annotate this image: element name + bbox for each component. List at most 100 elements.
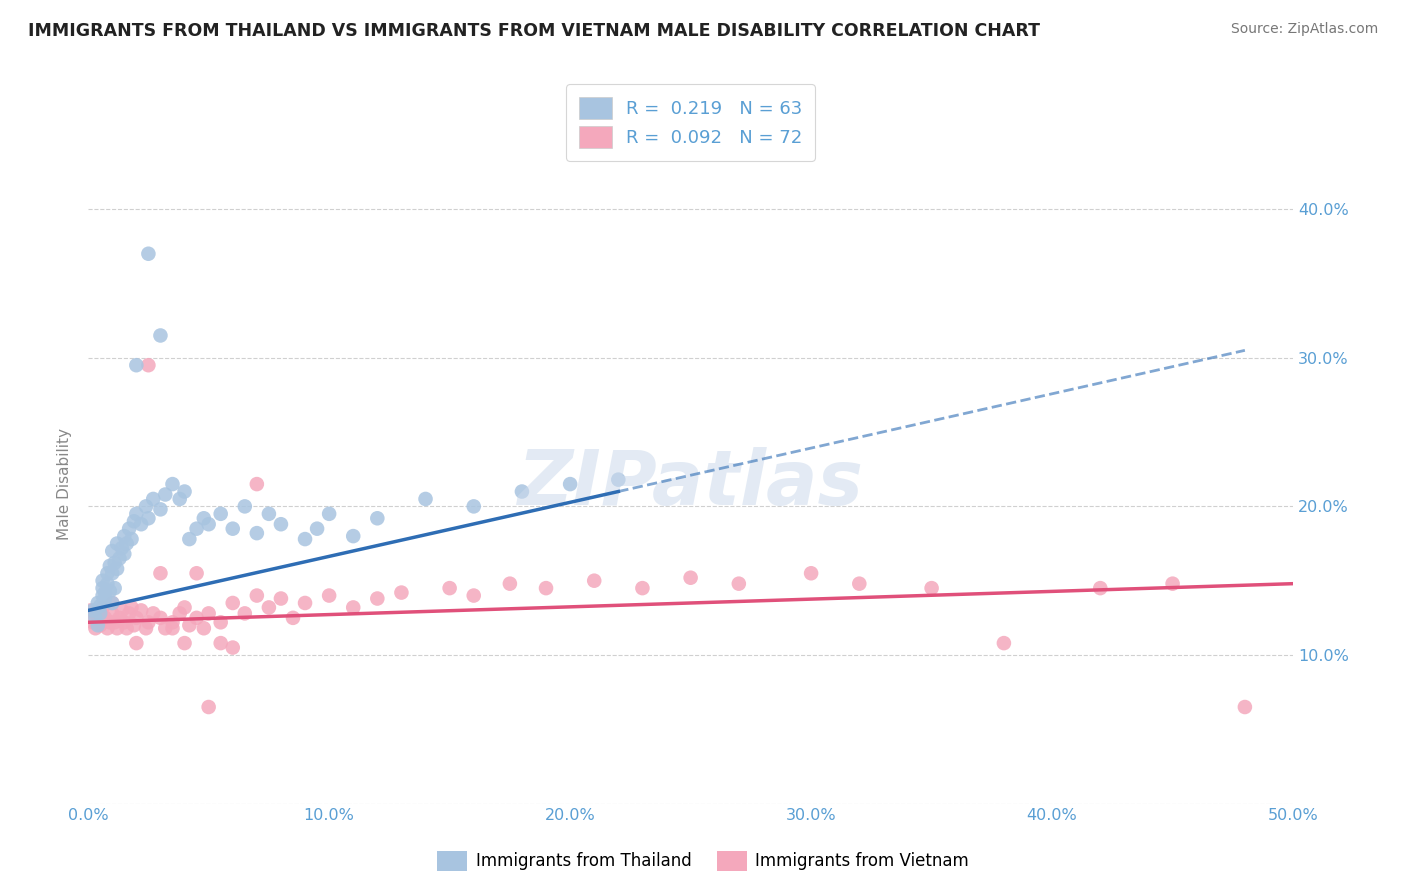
Point: [112, 615, 135, 630]
Point: [98, 584, 121, 599]
Point: [607, 473, 630, 487]
Point: [138, 511, 160, 525]
Point: [96, 621, 118, 635]
Point: [179, 532, 201, 546]
Point: [155, 621, 177, 635]
Point: [98, 615, 121, 630]
Point: [111, 603, 134, 617]
Point: [162, 615, 184, 630]
Point: [89, 607, 111, 621]
Point: [104, 556, 127, 570]
Point: [104, 615, 127, 630]
Point: [179, 618, 201, 632]
Point: [155, 487, 177, 501]
Point: [270, 591, 292, 606]
Point: [138, 615, 160, 630]
Point: [91, 574, 114, 588]
Point: [186, 566, 208, 581]
Point: [101, 544, 124, 558]
Point: [463, 500, 485, 514]
Point: [89, 599, 111, 613]
Point: [246, 526, 269, 541]
Point: [87, 596, 110, 610]
Point: [87, 611, 110, 625]
Point: [104, 581, 127, 595]
Point: [135, 621, 157, 635]
Point: [115, 536, 138, 550]
Point: [631, 581, 654, 595]
Point: [96, 566, 118, 581]
Point: [149, 328, 172, 343]
Point: [257, 600, 280, 615]
Point: [112, 547, 135, 561]
Point: [193, 621, 215, 635]
Point: [169, 491, 191, 506]
Point: [583, 574, 606, 588]
Point: [125, 507, 148, 521]
Point: [209, 615, 232, 630]
Point: [82, 615, 104, 630]
Point: [257, 507, 280, 521]
Point: [142, 491, 165, 506]
Point: [1090, 581, 1112, 595]
Text: ZIPatlas: ZIPatlas: [517, 447, 863, 521]
Point: [125, 358, 148, 372]
Point: [101, 607, 124, 621]
Text: Source: ZipAtlas.com: Source: ZipAtlas.com: [1230, 22, 1378, 37]
Point: [800, 566, 823, 581]
Point: [149, 611, 172, 625]
Point: [122, 514, 145, 528]
Point: [993, 636, 1015, 650]
Point: [98, 558, 121, 573]
Point: [558, 477, 581, 491]
Point: [82, 603, 104, 617]
Point: [318, 507, 340, 521]
Point: [84, 621, 107, 635]
Point: [294, 532, 316, 546]
Point: [222, 596, 245, 610]
Point: [112, 529, 135, 543]
Point: [415, 491, 437, 506]
Point: [138, 358, 160, 372]
Point: [366, 511, 388, 525]
Point: [193, 511, 215, 525]
Point: [679, 571, 702, 585]
Point: [173, 636, 195, 650]
Point: [318, 589, 340, 603]
Point: [439, 581, 461, 595]
Point: [1161, 576, 1184, 591]
Point: [162, 621, 184, 635]
Point: [94, 591, 117, 606]
Point: [138, 246, 160, 260]
Point: [222, 522, 245, 536]
Point: [115, 621, 138, 635]
Point: [105, 562, 128, 576]
Point: [125, 611, 148, 625]
Point: [270, 517, 292, 532]
Point: [169, 607, 191, 621]
Point: [135, 500, 157, 514]
Point: [186, 611, 208, 625]
Point: [94, 585, 117, 599]
Point: [79, 603, 101, 617]
Point: [142, 607, 165, 621]
Point: [162, 477, 184, 491]
Point: [173, 484, 195, 499]
Point: [84, 611, 107, 625]
Legend: Immigrants from Thailand, Immigrants from Vietnam: Immigrants from Thailand, Immigrants fro…: [429, 842, 977, 880]
Point: [233, 607, 256, 621]
Point: [197, 607, 219, 621]
Point: [197, 517, 219, 532]
Point: [222, 640, 245, 655]
Point: [149, 566, 172, 581]
Point: [101, 566, 124, 581]
Point: [233, 500, 256, 514]
Point: [121, 532, 143, 546]
Point: [94, 611, 117, 625]
Point: [108, 611, 131, 625]
Point: [246, 589, 269, 603]
Point: [197, 700, 219, 714]
Point: [101, 596, 124, 610]
Point: [108, 551, 131, 566]
Point: [342, 529, 364, 543]
